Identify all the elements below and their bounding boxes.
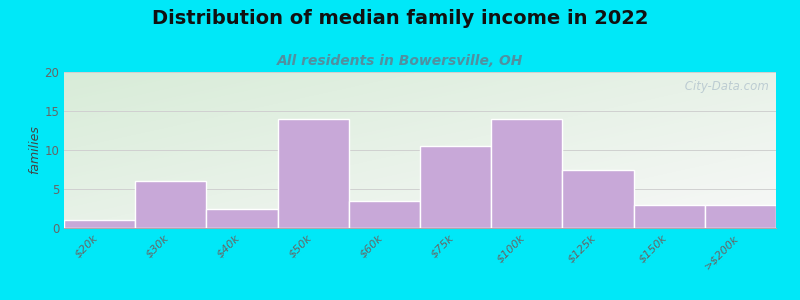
- Bar: [206, 208, 278, 228]
- Text: City-Data.com: City-Data.com: [681, 80, 769, 93]
- Text: All residents in Bowersville, OH: All residents in Bowersville, OH: [277, 54, 523, 68]
- Y-axis label: families: families: [29, 126, 42, 174]
- Bar: [64, 220, 135, 228]
- Bar: [135, 181, 206, 228]
- Bar: [420, 146, 491, 228]
- Bar: [278, 119, 349, 228]
- Bar: [705, 205, 776, 228]
- Bar: [634, 205, 705, 228]
- Bar: [562, 169, 634, 228]
- Text: Distribution of median family income in 2022: Distribution of median family income in …: [152, 9, 648, 28]
- Bar: [491, 119, 562, 228]
- Bar: [349, 201, 420, 228]
